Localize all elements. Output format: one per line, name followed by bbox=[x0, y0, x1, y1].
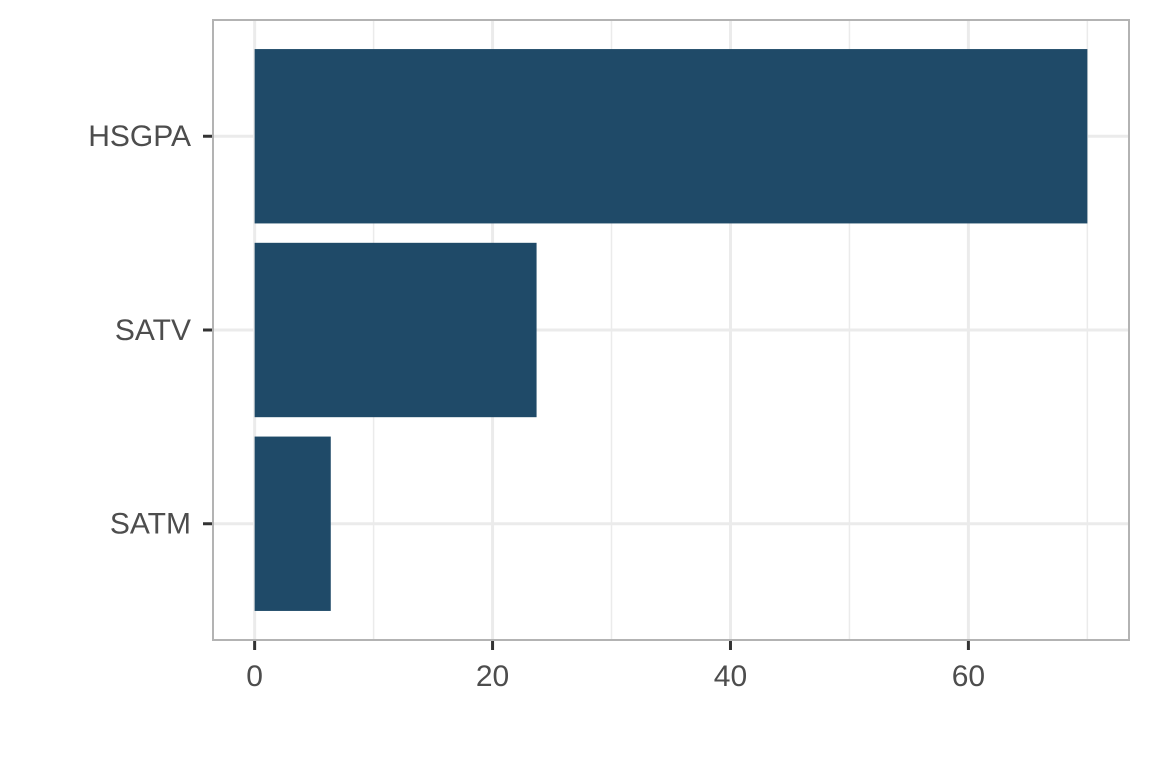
bar bbox=[254, 49, 1088, 224]
x-tick-label: 40 bbox=[714, 660, 747, 693]
bar bbox=[254, 242, 537, 418]
x-tick-label: 20 bbox=[476, 660, 509, 693]
x-tick-label: 60 bbox=[952, 660, 985, 693]
y-tick-label: SATM bbox=[110, 508, 191, 541]
bar bbox=[254, 436, 331, 611]
y-tick-label: SATV bbox=[115, 314, 191, 347]
y-tick-label: HSGPA bbox=[88, 120, 191, 153]
panel-border bbox=[212, 19, 1130, 641]
x-tick-label: 0 bbox=[246, 660, 263, 693]
